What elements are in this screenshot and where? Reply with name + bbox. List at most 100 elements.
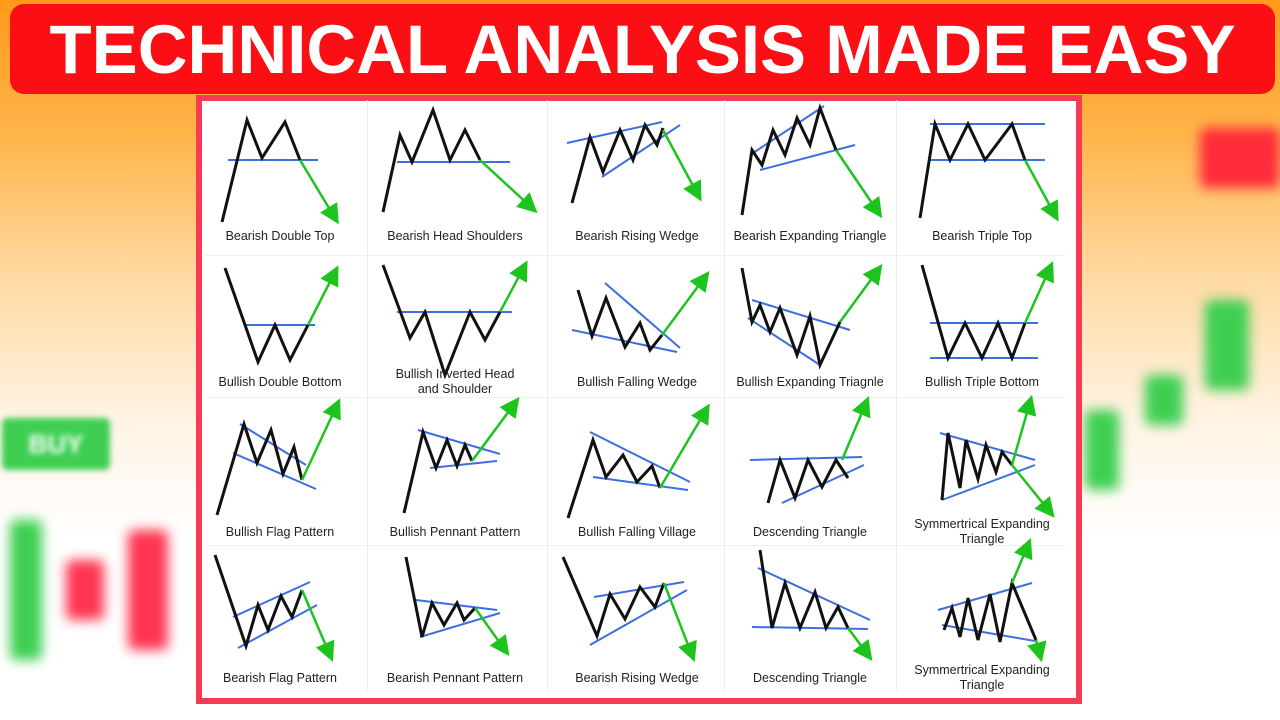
grid-divider [367,100,368,690]
background-candle [1205,300,1249,390]
price-line [223,267,310,366]
pattern-label: Bullish Inverted Head and Shoulder [395,367,515,396]
grid-divider [547,100,548,690]
breakout-arrow [306,265,339,326]
pattern-label: Bearish Double Top [225,229,335,243]
breakout-arrow [1023,261,1054,324]
trend-line [232,452,317,490]
trend-line [589,431,691,483]
price-line [940,432,1014,501]
title-banner: TECHNICAL ANALYSIS MADE EASY [10,4,1275,94]
grid-divider [205,255,1065,256]
background-candle [1085,410,1119,490]
price-line [215,419,304,516]
trend-line [747,317,821,366]
pattern-label: Symmertrical Expanding Triangle [914,663,1050,692]
trend-line [604,282,681,349]
breakout-arrow [840,396,871,461]
breakout-arrow [298,159,339,225]
price-line [918,118,1027,219]
price-line [740,267,842,370]
pattern-label: Bearish Pennant Pattern [386,671,524,685]
pattern-label: Bearish Triple Top [932,229,1032,243]
breakout-arrow [300,589,335,662]
trend-line [237,604,318,649]
background-candle [66,560,104,620]
background-sign [1200,128,1280,188]
trend-line [937,582,1033,611]
page-title: TECHNICAL ANALYSIS MADE EASY [49,10,1236,88]
breakout-arrow [1010,394,1037,466]
pattern-label: Bullish Expanding Triagnle [736,375,884,389]
trend-line [419,612,501,638]
pattern-label: Descending Triangle [753,671,867,685]
breakout-arrow [300,398,341,481]
pattern-cheatsheet-card [196,95,1082,704]
price-line [561,556,666,641]
trend-line [749,456,863,461]
price-line [381,105,482,213]
trend-line [417,429,501,455]
pattern-label: Symmertrical Expanding Triangle [914,517,1050,546]
trend-line [232,581,311,618]
price-line [381,264,502,380]
pattern-label: Bullish Falling Village [578,525,696,539]
price-line [758,549,850,633]
trend-line [751,626,869,630]
breakout-arrow [1011,464,1055,518]
grid-divider [205,397,1065,398]
price-line [220,115,302,223]
trend-line [759,144,856,171]
pattern-label: Bullish Pennant Pattern [389,525,521,539]
breakout-arrow [1010,538,1033,584]
background-candle [1145,375,1183,425]
trend-line [751,299,851,331]
pattern-label: Bullish Triple Bottom [925,375,1039,389]
buy-sign: BUY [2,418,110,470]
pattern-label: Bullish Falling Wedge [577,375,697,389]
pattern-label: Bearish Flag Pattern [223,671,337,685]
pattern-label: Bearish Head Shoulders [387,229,523,243]
pattern-label: Bullish Double Bottom [218,375,342,389]
trend-line [941,464,1036,501]
trend-line [601,124,681,178]
price-line [213,554,304,651]
price-line [576,289,664,354]
grid-divider [724,100,725,690]
price-line [566,435,662,519]
trend-line [589,589,688,646]
trend-line [429,460,498,469]
breakout-arrow [1027,639,1047,663]
price-line [942,577,1038,643]
background-candle [10,520,42,660]
grid-divider [896,100,897,690]
breakout-arrow [661,129,702,202]
breakout-arrow [470,396,520,462]
pattern-label: Bearish Rising Wedge [575,229,699,243]
grid-divider [205,545,1065,546]
price-line [402,426,474,514]
price-line [920,264,1027,363]
breakout-arrow [1023,159,1059,222]
pattern-label: Bearish Rising Wedge [575,671,699,685]
breakout-arrow [498,260,528,313]
breakout-arrow [662,582,697,662]
trend-line [749,105,825,156]
breakout-arrow [479,159,538,214]
price-line [570,121,665,204]
price-line [766,455,850,504]
background-candle [128,530,168,650]
breakout-arrow [838,263,883,323]
trend-line [592,476,689,491]
breakout-arrow [473,607,510,657]
breakout-arrow [846,627,873,662]
breakout-arrow [834,149,883,219]
trend-line [239,423,307,466]
price-line [740,103,838,216]
breakout-arrow [660,270,710,336]
pattern-label: Bullish Flag Pattern [225,525,335,539]
price-line [404,556,477,638]
trend-line [571,329,678,353]
pattern-label: Bearish Expanding Triangle [733,229,887,243]
